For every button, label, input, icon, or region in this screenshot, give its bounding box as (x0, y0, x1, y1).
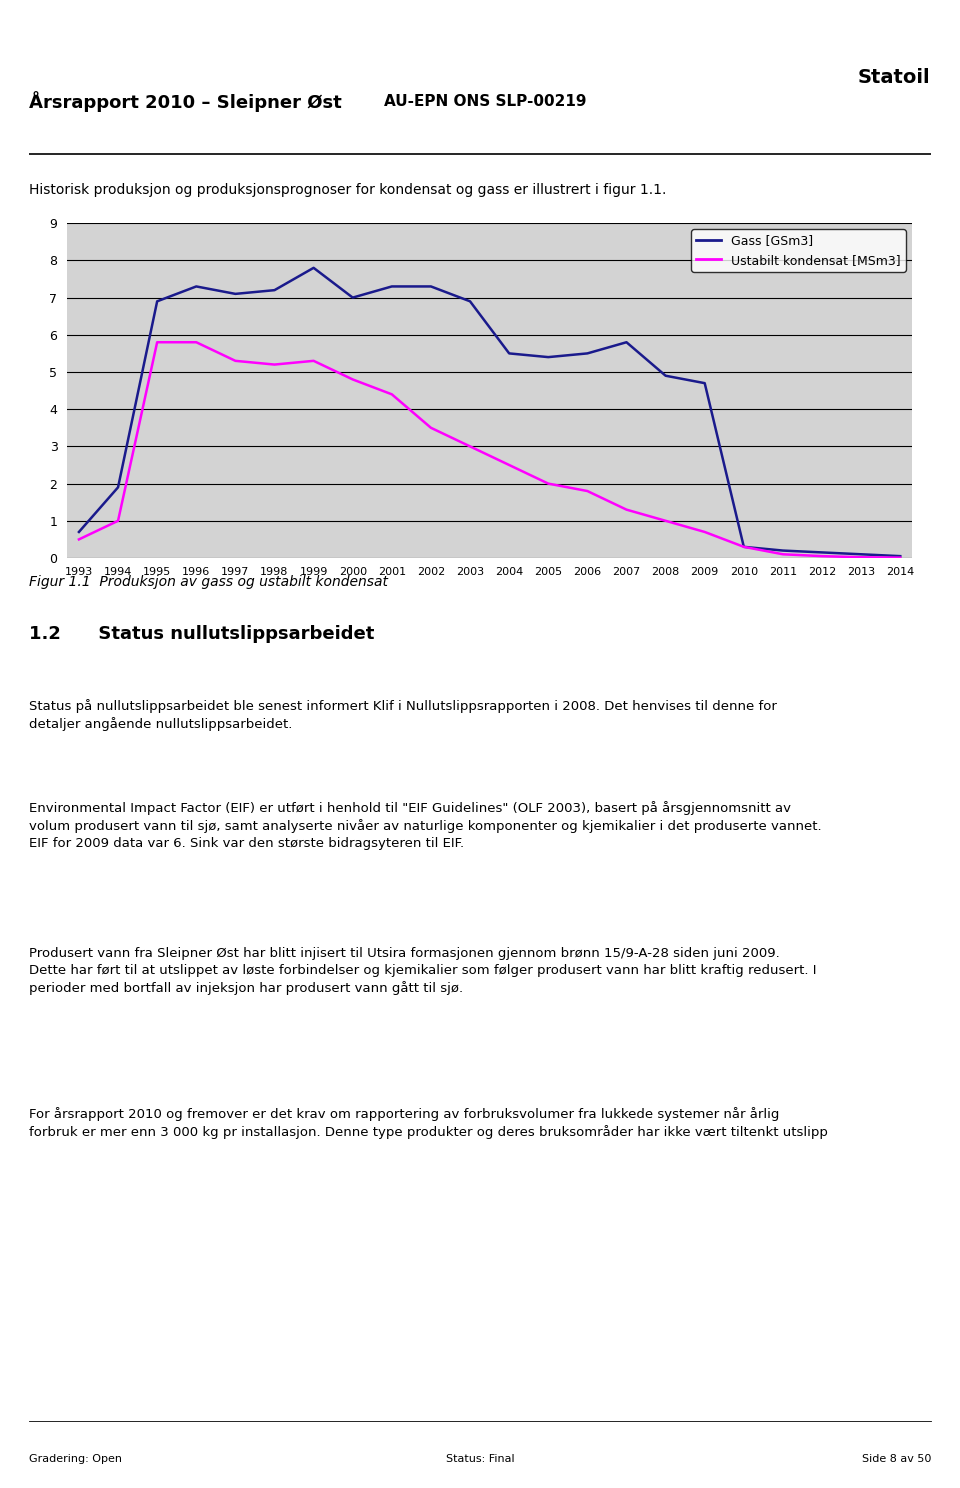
Text: Årsrapport 2010 – Sleipner Øst: Årsrapport 2010 – Sleipner Øst (29, 91, 342, 112)
Text: Statoil: Statoil (857, 68, 930, 86)
Text: Environmental Impact Factor (EIF) er utført i henhold til "EIF Guidelines" (OLF : Environmental Impact Factor (EIF) er utf… (29, 801, 822, 850)
Text: Side 8 av 50: Side 8 av 50 (862, 1454, 931, 1464)
Text: Status: Final: Status: Final (445, 1454, 515, 1464)
Legend: Gass [GSm3], Ustabilt kondensat [MSm3]: Gass [GSm3], Ustabilt kondensat [MSm3] (691, 229, 905, 272)
Text: AU-EPN ONS SLP-00219: AU-EPN ONS SLP-00219 (384, 94, 587, 109)
Text: Status på nullutslippsarbeidet ble senest informert Klif i Nullutslippsrapporten: Status på nullutslippsarbeidet ble senes… (29, 699, 777, 731)
Text: Figur 1.1  Produksjon av gass og ustabilt kondensat: Figur 1.1 Produksjon av gass og ustabilt… (29, 574, 388, 589)
Text: For årsrapport 2010 og fremover er det krav om rapportering av forbruksvolumer f: For årsrapport 2010 og fremover er det k… (29, 1107, 828, 1140)
Text: Gradering: Open: Gradering: Open (29, 1454, 122, 1464)
Text: Produsert vann fra Sleipner Øst har blitt injisert til Utsira formasjonen gjenno: Produsert vann fra Sleipner Øst har blit… (29, 946, 816, 995)
Text: Historisk produksjon og produksjonsprognoser for kondensat og gass er illustrert: Historisk produksjon og produksjonsprogn… (29, 183, 666, 196)
Text: 1.2      Status nullutslippsarbeidet: 1.2 Status nullutslippsarbeidet (29, 625, 374, 643)
